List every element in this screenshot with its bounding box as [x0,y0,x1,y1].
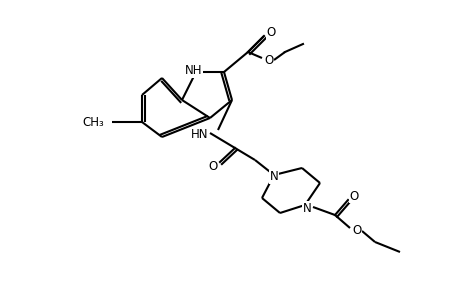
Text: N: N [302,202,311,214]
Text: O: O [349,190,358,202]
Text: O: O [264,53,273,67]
Text: O: O [208,160,217,173]
Text: NH: NH [185,64,202,77]
Text: O: O [352,224,361,238]
Text: CH₃: CH₃ [82,116,104,128]
Text: HN: HN [191,128,208,142]
Text: N: N [269,170,278,184]
Text: O: O [266,26,275,40]
